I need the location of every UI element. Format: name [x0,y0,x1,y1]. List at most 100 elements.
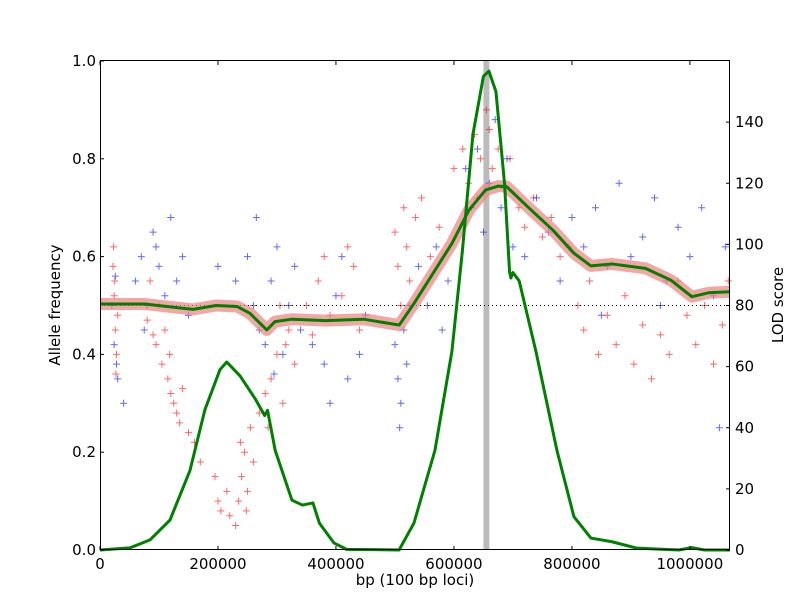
peak-highlight-band [483,61,490,550]
data-point-marker [267,277,275,285]
data-point-marker [417,194,425,202]
data-point-marker [692,341,700,349]
x-tick-label: 1000000 [656,555,723,573]
data-point-marker [533,194,541,202]
data-point-marker [217,507,225,515]
data-point-marker [111,326,119,334]
y-tick-label: 0.2 [72,443,96,461]
data-point-marker [161,326,169,334]
data-point-marker [249,458,257,466]
data-point-marker [131,277,139,285]
data-point-marker [170,399,178,407]
y2-tick-label: 140 [735,113,764,131]
x-tick-label: 800000 [543,555,600,573]
lod-score-line [99,69,730,552]
data-point-marker [179,253,187,261]
data-point-marker [279,399,287,407]
data-point-marker [232,522,240,530]
data-point-marker [214,262,222,270]
data-point-marker [497,204,505,212]
data-point-marker [167,390,175,398]
data-point-marker [196,458,204,466]
data-point-marker [261,341,269,349]
data-point-marker [246,424,254,432]
data-point-marker [243,253,251,261]
data-point-marker [639,321,647,329]
data-point-marker [242,507,250,515]
data-point-marker [161,292,169,300]
data-point-marker [146,277,154,285]
data-point-marker [267,375,275,383]
data-point-marker [603,311,611,319]
x-tick-label: 400000 [307,555,364,573]
data-point-marker [435,223,443,231]
data-point-marker [308,331,316,339]
data-point-marker [320,253,328,261]
x-tick-label: 0 [95,555,105,573]
x-tick-label: 600000 [425,555,482,573]
data-point-marker [356,326,364,334]
data-point-marker [338,292,346,300]
data-point-marker [412,213,420,221]
data-point-marker [580,243,588,251]
data-point-marker [482,106,490,114]
data-point-marker [426,253,434,261]
data-point-marker [164,375,172,383]
data-point-marker [391,341,399,349]
data-point-marker [709,360,717,368]
data-point-marker [592,204,600,212]
red-marker-series [109,106,732,530]
data-point-marker [110,243,118,251]
data-point-marker [143,316,151,324]
data-point-marker [158,360,166,368]
data-point-marker [350,262,358,270]
plot-area [99,61,732,552]
data-point-marker [155,262,163,270]
data-point-marker [149,331,157,339]
data-point-marker [111,272,119,280]
data-point-marker [665,350,673,358]
data-point-marker [276,302,284,309]
data-point-marker [338,253,346,261]
y-axis-label: Allele frequency [46,244,64,365]
data-point-marker [236,438,244,446]
data-point-marker [630,360,638,368]
x-tick-label: 200000 [189,555,246,573]
data-point-marker [403,243,411,251]
data-point-marker [400,204,408,212]
y2-tick-label: 80 [735,297,754,315]
y2-tick-label: 20 [735,480,754,498]
data-point-marker [683,311,691,319]
data-point-marker [166,350,174,358]
x-axis-label: bp (100 bp loci) [356,571,474,589]
data-point-marker [444,277,452,285]
data-point-marker [521,223,529,231]
data-point-marker [656,331,664,339]
data-point-marker [235,497,243,505]
data-point-marker [152,341,160,349]
data-point-marker [282,341,290,349]
data-point-marker [214,497,222,505]
data-point-marker [594,350,602,358]
data-point-marker [479,228,487,236]
data-point-marker [152,243,160,251]
data-point-marker [112,370,120,378]
data-point-marker [120,399,128,407]
data-point-marker [344,243,352,251]
data-point-marker [113,350,121,358]
data-point-marker [485,125,493,133]
data-point-marker [279,350,287,358]
data-point-marker [415,262,423,270]
data-point-marker [503,155,511,163]
y2-tick-label: 40 [735,419,754,437]
data-point-marker [238,473,246,481]
data-point-marker [698,204,706,212]
data-point-marker [184,429,192,437]
data-point-marker [249,302,257,309]
y2-tick-label: 120 [735,174,764,192]
data-point-marker [273,350,281,358]
data-point-marker [241,448,249,456]
data-point-marker [627,253,635,261]
data-point-marker [270,370,278,378]
ticks: 0 200000 400000 600000 800000 1000000 0.0 0.2 0.… [72,52,764,573]
